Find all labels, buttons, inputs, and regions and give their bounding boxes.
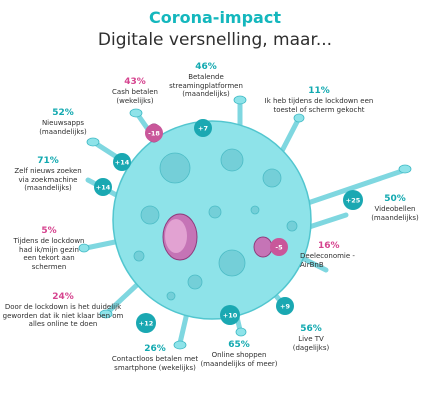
spike-tip [129, 108, 143, 118]
text-cash: Cash betalen (wekelijks) [112, 88, 158, 105]
label-shortage: 5% Tijdens de lockdown had ik/mijn gezin… [6, 226, 92, 271]
text-newdevice: Ik heb tijdens de lockdown een toestel o… [264, 97, 374, 114]
change-badges: -18 +7 +14 +14 +25 -5 +12 +10 +9 [94, 119, 363, 333]
label-newdevice: 11% Ik heb tijdens de lockdown een toest… [264, 86, 374, 114]
spike-tip [293, 113, 305, 123]
label-searchengine: 71% Zelf nieuws zoeken via zoekmachine (… [8, 156, 88, 193]
label-videocall: 50% Videobellen (maandelijks) [364, 194, 426, 222]
pink-disc-highlight [165, 219, 187, 253]
crater [140, 205, 160, 225]
badge-livetv-text: +9 [280, 303, 290, 311]
text-livetv: Live TV (dagelijks) [292, 335, 330, 352]
badge-sharing [270, 238, 288, 256]
crater [187, 274, 203, 290]
label-shopping: 65% Online shoppen (maandelijks of meer) [198, 340, 280, 368]
badge-sharing-text: -5 [275, 244, 283, 252]
pct-cash: 43% [124, 77, 146, 87]
badge-shopping [220, 305, 240, 325]
spike-tip [173, 340, 187, 350]
text-overwhelmed: Door de lockdown is het duidelijk geword… [2, 303, 124, 328]
spike-tip [99, 309, 113, 319]
badge-searchengine [94, 178, 112, 196]
spike-tip [235, 327, 247, 337]
crater [250, 205, 260, 215]
label-streaming: 46% Betalende streamingplatformen (maand… [166, 62, 246, 99]
badge-cash [145, 124, 163, 142]
pct-newsapps: 52% [52, 108, 74, 118]
badge-newsapps [113, 153, 131, 171]
crater [159, 152, 191, 184]
text-shopping: Online shoppen (maandelijks of meer) [200, 351, 278, 368]
label-cash: 43% Cash betalen (wekelijks) [100, 77, 170, 105]
pct-shopping: 65% [228, 340, 250, 350]
spike-stalk [299, 167, 408, 208]
crater [262, 168, 282, 188]
pct-streaming: 46% [195, 62, 217, 72]
badge-cash-text: -18 [148, 130, 160, 138]
crater [208, 205, 222, 219]
pct-shortage: 5% [41, 226, 57, 236]
badge-contactless-text: +12 [139, 320, 154, 328]
pct-videocall: 50% [384, 194, 406, 204]
text-shortage: Tijdens de lockdown had ik/mijn gezin ee… [13, 237, 85, 271]
text-videocall: Videobellen (maandelijks) [371, 205, 419, 222]
crater [286, 220, 298, 232]
label-contactless: 26% Contactloos betalen met smartphone (… [110, 344, 200, 372]
badge-videocall-text: +25 [346, 197, 361, 205]
badge-videocall [343, 190, 363, 210]
label-sharing: 16% Deeleconomie - AirBnB [300, 241, 370, 269]
spike-stalk [105, 279, 143, 315]
badge-streaming-text: +7 [198, 125, 208, 133]
crater [220, 148, 244, 172]
title: Corona-impact [149, 8, 281, 27]
text-searchengine: Zelf nieuws zoeken via zoekmachine (maan… [14, 167, 82, 192]
crater [166, 291, 176, 301]
text-contactless: Contactloos betalen met smartphone (weke… [111, 355, 199, 372]
text-sharing: Deeleconomie - AirBnB [300, 252, 355, 269]
text-newsapps: Nieuwsapps (maandelijks) [39, 119, 87, 136]
badge-shopping-text: +10 [223, 312, 238, 320]
spike-tip [398, 164, 412, 174]
spike-tip [78, 243, 90, 253]
label-livetv: 56% Live TV (dagelijks) [286, 324, 336, 352]
badge-streaming [194, 119, 212, 137]
spike-tip [233, 95, 247, 105]
pct-sharing: 16% [318, 241, 340, 251]
label-overwhelmed: 24% Door de lockdown is het duidelijk ge… [2, 292, 124, 329]
pct-newdevice: 11% [308, 86, 330, 96]
pct-overwhelmed: 24% [52, 292, 74, 302]
badge-newsapps-text: +14 [115, 159, 130, 167]
subtitle: Digitale versnelling, maar... [97, 30, 333, 50]
pink-disc [253, 236, 273, 258]
crater [218, 249, 246, 277]
badge-livetv [276, 297, 294, 315]
spike-tip [86, 137, 100, 147]
spike-stalk [83, 239, 118, 251]
badge-searchengine-text: +14 [96, 184, 111, 192]
badge-contactless [136, 313, 156, 333]
pct-contactless: 26% [144, 344, 166, 354]
pct-livetv: 56% [300, 324, 322, 334]
pct-searchengine: 71% [37, 156, 59, 166]
text-streaming: Betalende streamingplatformen (maandelij… [169, 73, 243, 98]
crater [133, 250, 145, 262]
label-newsapps: 52% Nieuwsapps (maandelijks) [30, 108, 96, 136]
